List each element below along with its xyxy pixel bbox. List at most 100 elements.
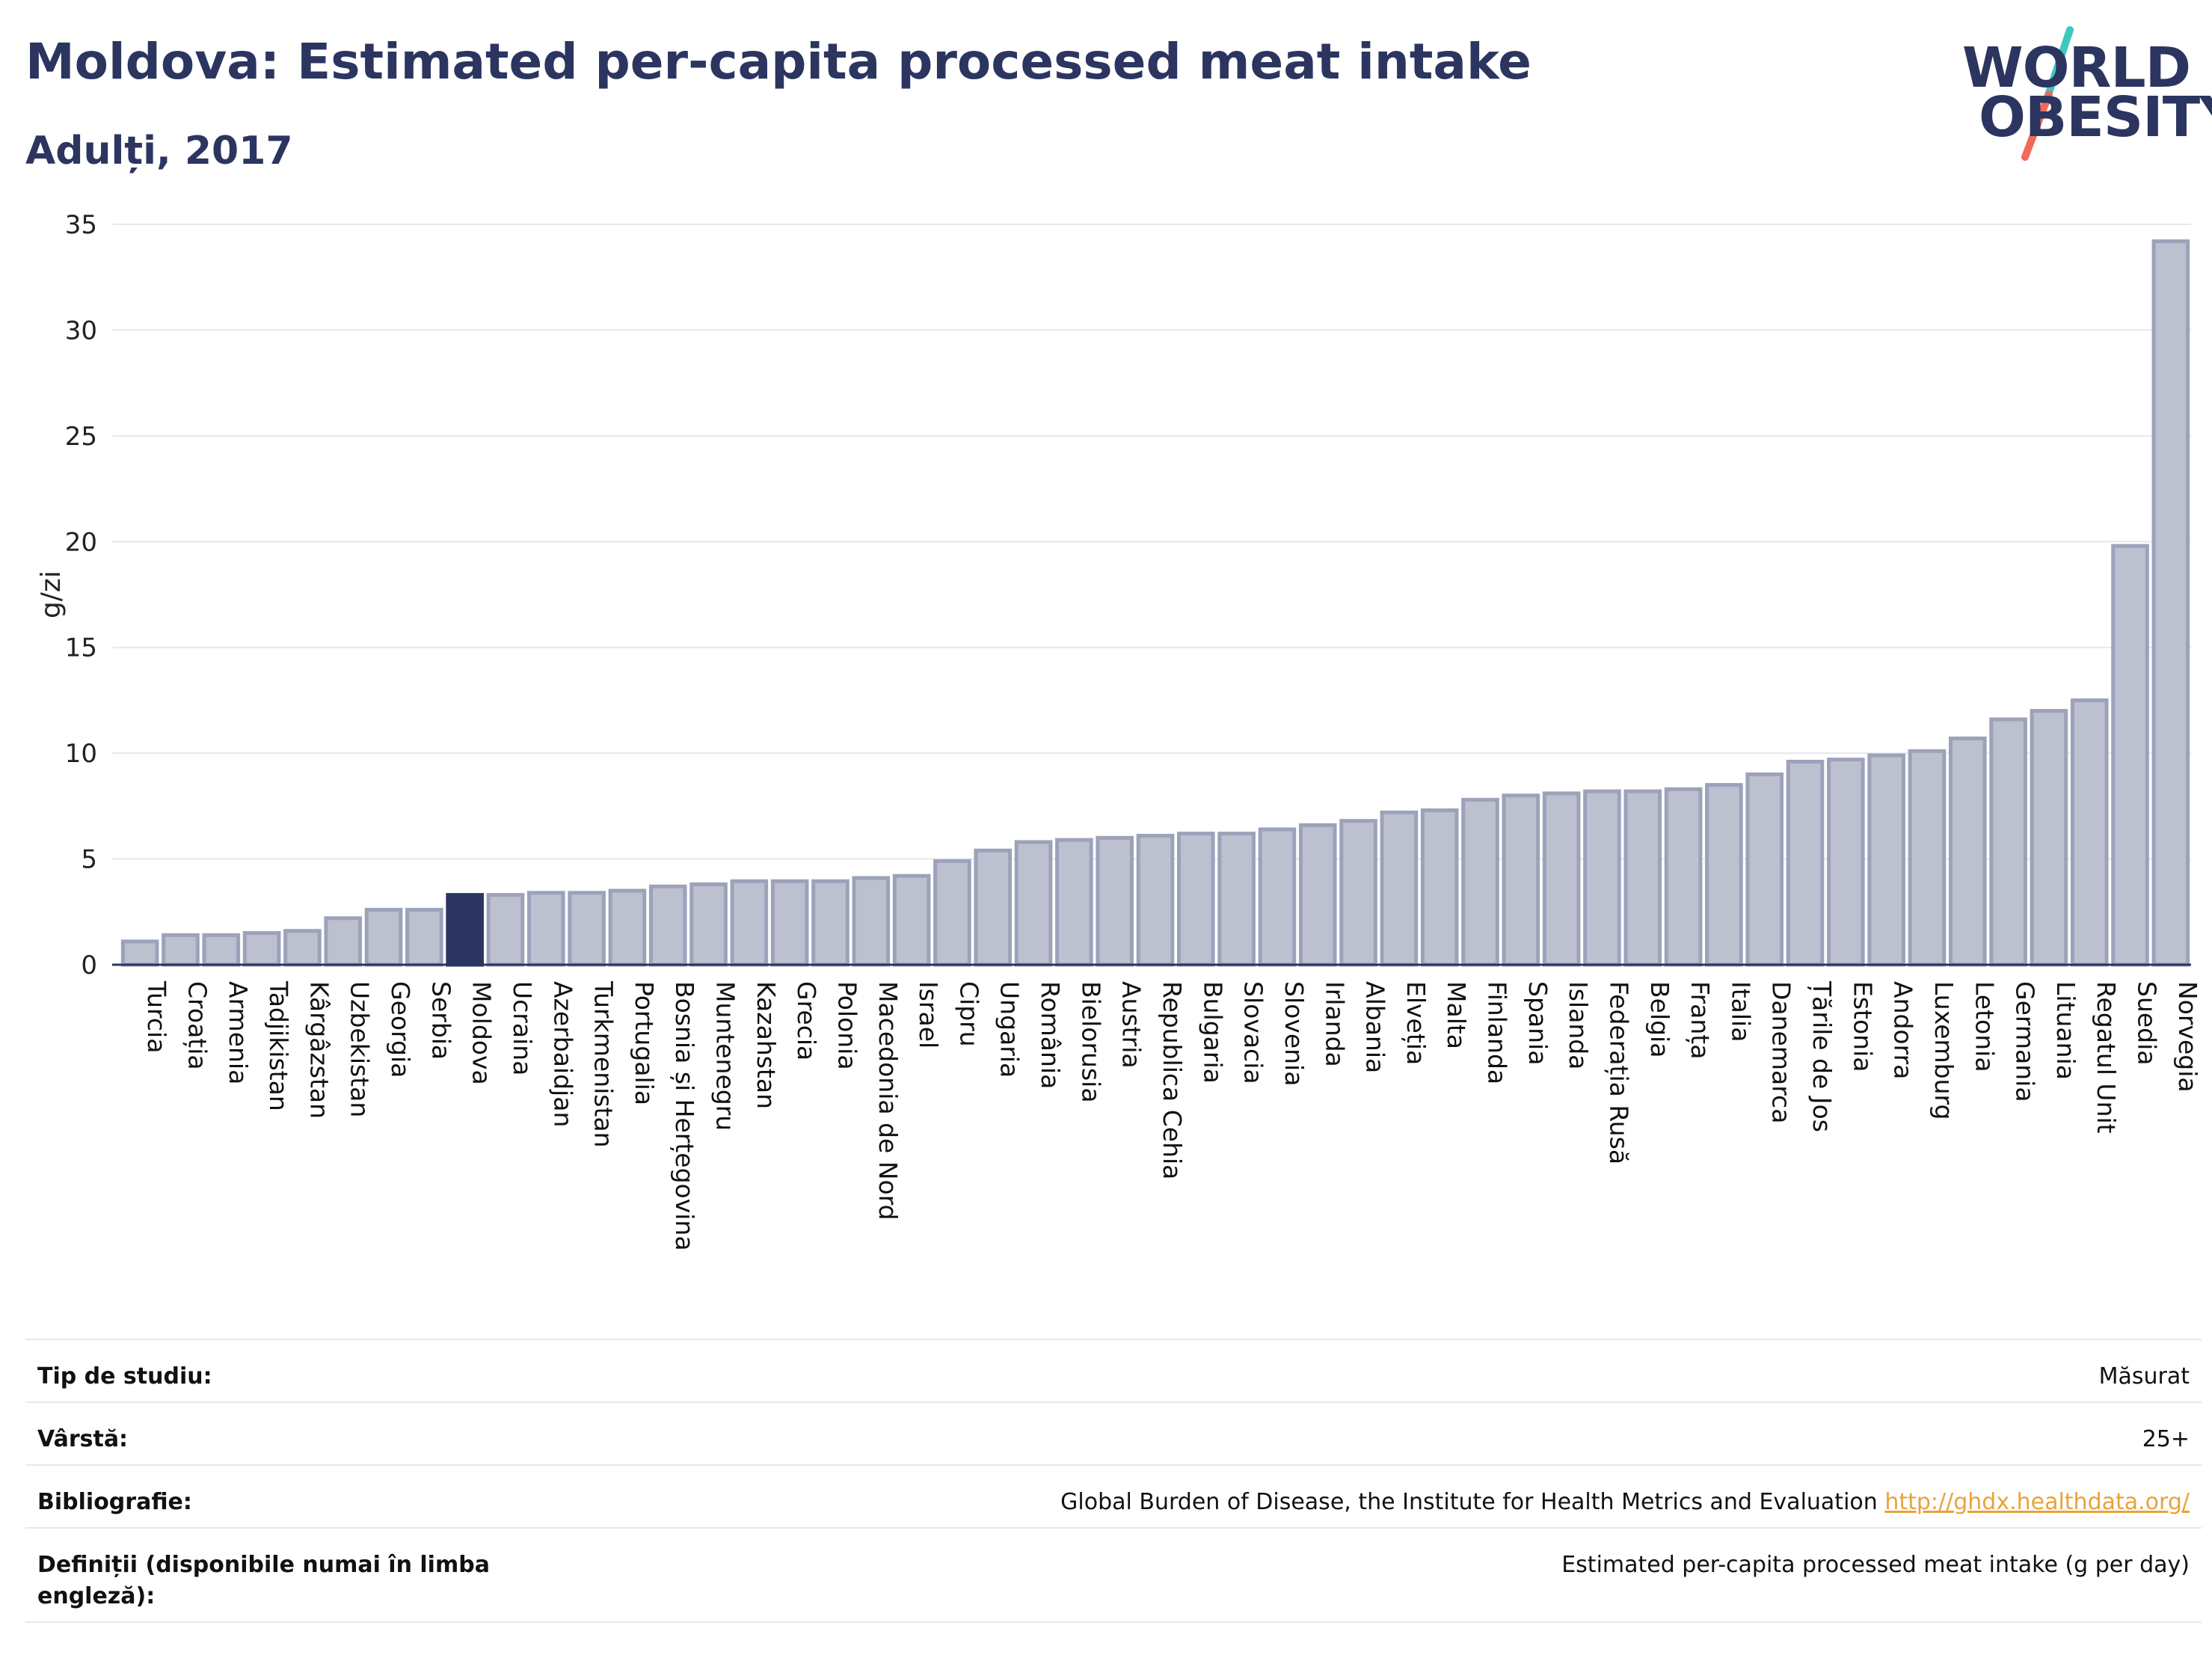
bar (1745, 772, 1784, 967)
y-tick-label: 20 (65, 527, 97, 557)
bibliography-value: Global Burden of Disease, the Institute … (1060, 1487, 2190, 1518)
logo-word-obesity: OBESITY (1979, 85, 2212, 150)
bar (120, 939, 159, 967)
bar (2111, 544, 2149, 967)
x-tick-label: Republica Cehia (1158, 981, 1187, 1179)
bar (648, 884, 687, 967)
bar (689, 882, 728, 967)
bar (568, 891, 606, 967)
x-tick-label: Turcia (142, 980, 171, 1053)
y-tick-label: 5 (81, 845, 97, 875)
info-table: Tip de studiu: Măsurat Vârstă: 25+ Bibli… (25, 1339, 2202, 1623)
study-type-label: Tip de studiu: (37, 1363, 212, 1390)
x-tick-label: Malta (1442, 981, 1471, 1049)
bar (1420, 808, 1459, 967)
x-tick-label: Georgia (386, 981, 415, 1078)
chart-title: Moldova: Estimated per-capita processed … (25, 33, 1531, 90)
x-tick-label: Serbia (426, 981, 455, 1060)
info-row-age: Vârstă: 25+ (25, 1401, 2202, 1464)
bar (730, 879, 769, 967)
x-tick-label: Croația (182, 981, 212, 1070)
x-tick-label: Estonia (1848, 981, 1877, 1072)
x-tick-label: Armenia (224, 981, 253, 1084)
x-tick-label: Albania (1361, 981, 1390, 1073)
info-row-definitions: Definiții (disponibile numai în limba en… (25, 1527, 2202, 1623)
info-row-study-type: Tip de studiu: Măsurat (25, 1339, 2202, 1401)
y-axis-label: g/zi (36, 571, 67, 618)
x-tick-label: Muntenegru (711, 981, 740, 1131)
age-value: 25+ (2142, 1426, 2190, 1452)
x-tick-label: Grecia (792, 981, 821, 1060)
x-tick-label: Luxemburg (1929, 981, 1958, 1120)
bar (1867, 753, 1905, 967)
x-tick-label: Danemarca (1767, 981, 1796, 1123)
x-tick-label: Islanda (1564, 981, 1593, 1069)
y-tick-label: 10 (65, 739, 97, 769)
definitions-value: Estimated per-capita processed meat inta… (1561, 1552, 2190, 1578)
bar (1096, 835, 1134, 967)
y-tick-label: 25 (65, 422, 97, 452)
x-tick-label: Germania (2011, 981, 2040, 1102)
bar (1461, 797, 1499, 967)
bar (1989, 717, 2027, 967)
x-tick-label: Italia (1726, 981, 1755, 1042)
x-tick-label: Slovenia (1279, 981, 1309, 1086)
x-tick-label: Kazahstan (752, 981, 781, 1109)
bar (852, 876, 891, 967)
x-tick-label: Ucraina (508, 981, 537, 1075)
x-tick-label: Spania (1523, 981, 1552, 1065)
y-tick-label: 15 (65, 633, 97, 663)
bar (446, 893, 484, 967)
bar (283, 929, 322, 967)
bar (364, 907, 403, 967)
bar (608, 888, 647, 967)
x-tick-label: Finlanda (1483, 981, 1512, 1084)
bibliography-link[interactable]: http://ghdx.healthdata.org/ (1884, 1489, 2190, 1515)
x-tick-label: Tadjikistan (264, 980, 293, 1111)
bar (1055, 838, 1093, 967)
y-tick-label: 30 (65, 316, 97, 346)
x-tick-label: Ungaria (995, 981, 1024, 1078)
bar (2030, 709, 2068, 967)
x-tick-label: Federația Rusă (1603, 981, 1633, 1164)
x-tick-label: Uzbekistan (345, 981, 375, 1117)
bar (1542, 791, 1581, 967)
x-tick-label: Regatul Unit (2092, 981, 2121, 1134)
bar (1136, 833, 1175, 967)
x-tick-label: Polonia (832, 981, 861, 1070)
x-tick-label: Elveția (1401, 981, 1431, 1065)
world-obesity-logo: WORLD OBESITY (1944, 22, 2212, 165)
bar (526, 891, 565, 967)
x-tick-label: Azerbaidjan (548, 981, 577, 1127)
bar (1258, 827, 1297, 967)
bar (242, 931, 281, 967)
bar (933, 859, 971, 967)
definitions-label: Definiții (disponibile numai în limba en… (37, 1552, 490, 1609)
bar (1380, 810, 1419, 967)
x-tick-label: Bosnia și Herțegovina (669, 981, 699, 1251)
bar (1583, 789, 1621, 967)
age-label: Vârstă: (37, 1426, 129, 1452)
bar (1217, 832, 1256, 967)
bar (1014, 840, 1053, 967)
bar (1177, 832, 1215, 967)
bar (1786, 759, 1825, 967)
bar-chart: 0 5 10 15 20 25 30 35 g/zi Turcia Croația Armenia Ta… (36, 210, 2202, 1251)
x-tick-label: Austria (1117, 981, 1146, 1069)
x-tick-label: Kârgâzstan (304, 981, 334, 1119)
bar (892, 873, 931, 967)
bar (1705, 783, 1743, 967)
x-tick-label: Cipru (954, 981, 983, 1047)
bar (770, 879, 809, 967)
bar (2070, 698, 2109, 967)
bar (1827, 758, 1865, 967)
bibliography-text: Global Burden of Disease, the Institute … (1060, 1489, 1885, 1515)
bar (405, 907, 443, 967)
x-tick-label: Letonia (1970, 981, 1999, 1072)
bar (324, 916, 363, 967)
bar (1623, 789, 1662, 967)
x-tick-label: Turkmenistan (589, 980, 618, 1148)
bar (2151, 239, 2190, 967)
x-tick-label: Israel (914, 981, 943, 1048)
x-tick-label: Lituania (2051, 981, 2080, 1080)
